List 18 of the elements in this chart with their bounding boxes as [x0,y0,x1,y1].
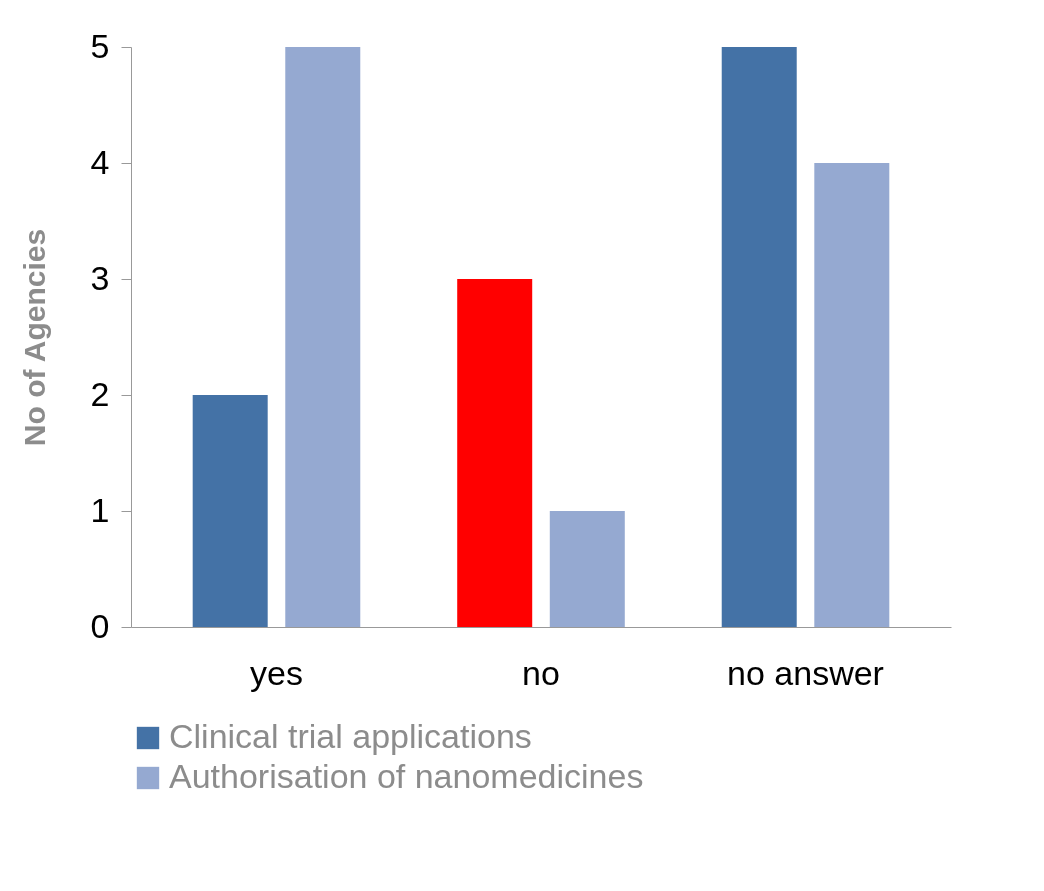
bar [814,163,890,627]
y-tick-label: 2 [90,374,110,413]
legend-label: Clinical trial applications [169,717,532,755]
y-axis-title: No of Agencies [17,228,51,447]
y-tick-label: 1 [90,490,110,529]
y-tick-label: 3 [90,258,110,297]
x-tick-label: no [522,653,560,692]
y-tick-label: 5 [90,26,110,65]
x-tick-label: no answer [727,653,884,692]
bar [457,279,533,627]
bar [285,47,361,627]
y-tick-label: 0 [90,606,110,645]
x-tick-label: yes [250,653,303,692]
legend-label: Authorisation of nanomedicines [169,757,644,795]
bar [549,511,625,627]
y-tick-label: 4 [90,142,110,181]
bar [721,47,797,627]
bar [192,395,268,627]
